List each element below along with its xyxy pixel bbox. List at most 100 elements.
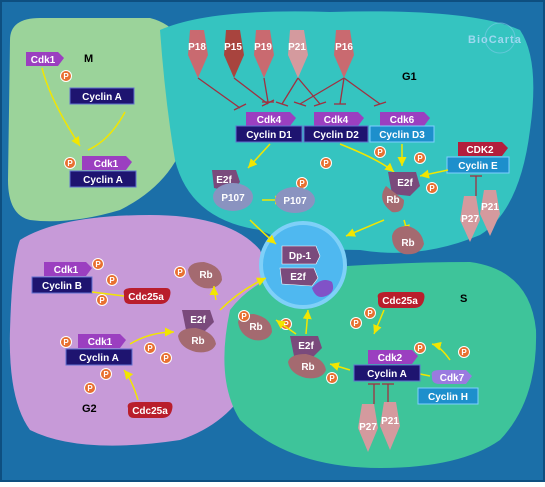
cdk1-cyclin-a-m-complex: Cdk1 Cyclin A [69,156,137,188]
rb-g2-free: Rb [188,262,222,289]
svg-text:Rb: Rb [191,336,204,347]
svg-text:Cyclin E: Cyclin E [458,161,498,172]
svg-text:P: P [283,320,289,329]
svg-text:P: P [417,344,423,353]
svg-text:Cdk4: Cdk4 [324,115,349,126]
svg-text:P27: P27 [359,422,377,433]
svg-text:P: P [461,348,467,357]
svg-text:P: P [87,384,93,393]
svg-text:Cdk4: Cdk4 [257,115,282,126]
phase-label-g2: G2 [82,403,97,415]
svg-text:Cdc25a: Cdc25a [128,292,164,303]
inhibition-lines-top [197,77,387,111]
phospho-s-2: P [350,317,362,329]
inhibitor-p19: P19 [254,30,274,78]
svg-text:Cyclin B: Cyclin B [42,281,82,292]
g2-arrows [123,277,267,401]
svg-text:Cyclin A: Cyclin A [367,369,407,380]
svg-text:P15: P15 [224,42,242,53]
svg-text:P: P [103,370,109,379]
rb-e2f-g1-complex: E2f Rb [382,172,420,213]
cdk1-cyclin-b-complex: Cdk1 Cyclin B [31,262,93,294]
m-phase-region [8,18,192,222]
phospho-s-6: P [238,310,250,322]
inhibitor-p21-s: P21 [380,402,400,450]
svg-text:E2f: E2f [397,178,413,189]
svg-text:Cdk1: Cdk1 [88,337,113,348]
svg-text:P: P [63,338,69,347]
svg-text:P: P [63,72,69,81]
svg-text:P: P [177,268,183,277]
svg-text:Cdk6: Cdk6 [390,115,415,126]
svg-text:Cyclin D3: Cyclin D3 [379,130,425,141]
phase-label-m: M [84,53,93,65]
cdk1-cyclin-a-g2-complex: Cdk1 Cyclin A [65,334,133,366]
rb-e2f-s-complex: E2f Rb [288,336,326,379]
phospho-g2-9: P [84,382,96,394]
svg-text:P21: P21 [288,42,306,53]
inhibition-lines-s [368,383,394,404]
svg-text:E2f: E2f [190,315,206,326]
svg-text:P: P [353,319,359,328]
phospho-g2-1: P [92,258,104,270]
dp1-e2f-complex: Dp-1 E2f [279,245,334,297]
svg-text:Cdc25a: Cdc25a [132,406,168,417]
svg-text:P: P [323,159,329,168]
svg-text:P: P [367,309,373,318]
cdk2-cyclin-e-complex: CDK2 Cyclin E [446,142,510,174]
svg-text:Rb: Rb [401,238,414,249]
phospho-g2-3: P [96,294,108,306]
svg-text:P21: P21 [381,416,399,427]
svg-text:Cdk7: Cdk7 [440,373,465,384]
s-arrows [275,309,451,379]
cdc25a-g2-bottom: Cdc25a [127,402,173,418]
biocarta-logo: BioCarta [468,34,522,46]
phospho-g1-5: P [426,182,438,194]
cdk7-cyclin-h-complex: Cdk7 Cyclin H [417,370,479,405]
phospho-g2-2: P [106,274,118,286]
svg-text:E2f: E2f [298,341,314,352]
svg-text:P19: P19 [254,42,272,53]
cdk4-cyclin-d2-complex: Cdk4 Cyclin D2 [303,112,369,143]
svg-text:P: P [163,354,169,363]
svg-text:Cyclin A: Cyclin A [82,92,122,103]
svg-text:P: P [299,179,305,188]
e2f-p107-complex: E2f P107 [212,170,253,211]
svg-text:P16: P16 [335,42,353,53]
phospho-g1-1: P [320,157,332,169]
inhibitor-p27-s: P27 [358,404,378,452]
phospho-s-5: P [326,372,338,384]
inhibitor-p21-g1: P21 [480,190,500,236]
svg-text:P: P [99,296,105,305]
inhibitor-p21-top: P21 [288,30,308,78]
svg-text:P: P [241,312,247,321]
svg-text:P: P [147,344,153,353]
cdc25a-s: Cdc25a [377,292,425,308]
phospho-s-4: P [458,346,470,358]
cyclin-a-m-top: Cyclin A [69,87,135,105]
phospho-s-1: P [364,307,376,319]
phospho-m2: P [64,157,76,169]
rb-g1-free: Rb [392,226,424,255]
svg-text:Cyclin H: Cyclin H [428,392,468,403]
cdk2-cyclin-a-s-complex: Cdk2 Cyclin A [353,350,421,382]
phospho-s-3: P [414,342,426,354]
logo-globe-icon [484,22,516,54]
phospho-g2-8: P [100,368,112,380]
svg-text:P: P [329,374,335,383]
svg-text:P18: P18 [188,42,206,53]
phospho-g2-4: P [174,266,186,278]
rb-e2f-g2-complex: E2f Rb [178,310,216,353]
svg-text:Cyclin D1: Cyclin D1 [246,130,292,141]
cdc25a-g2-top: Cdc25a [123,288,171,304]
center-complex-circle [259,221,347,309]
svg-text:P: P [417,154,423,163]
phospho-g1-4: P [296,177,308,189]
cdk6-cyclin-d3-complex: Cdk6 Cyclin D3 [369,112,435,143]
svg-text:Cdk1: Cdk1 [54,265,79,276]
svg-text:Cdc25a: Cdc25a [382,296,418,307]
svg-text:P: P [429,184,435,193]
svg-text:Rb: Rb [301,362,314,373]
cdk1-m-top: Cdk1 [26,52,64,66]
svg-text:P107: P107 [221,193,245,204]
